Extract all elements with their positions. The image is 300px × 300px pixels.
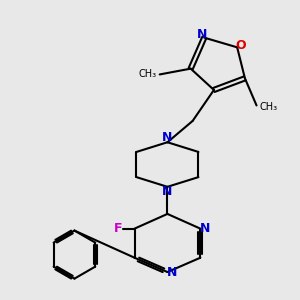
Text: F: F <box>114 222 122 235</box>
Text: N: N <box>200 222 210 235</box>
Text: CH₃: CH₃ <box>260 102 278 112</box>
Text: N: N <box>162 131 172 144</box>
Text: O: O <box>235 38 246 52</box>
Text: N: N <box>162 185 172 198</box>
Text: CH₃: CH₃ <box>139 70 157 80</box>
Text: N: N <box>167 266 177 278</box>
Text: N: N <box>197 28 207 41</box>
